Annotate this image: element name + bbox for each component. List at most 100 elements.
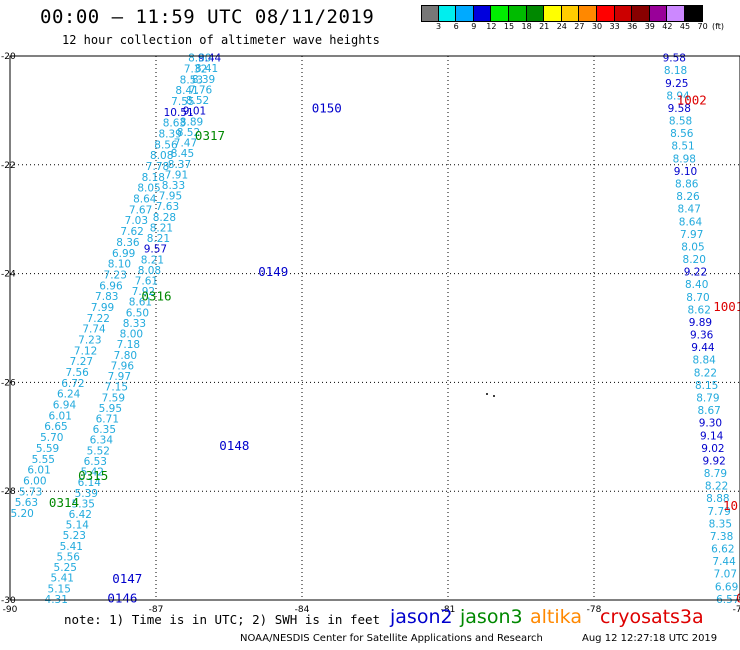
- x-tick-label: -78: [587, 605, 602, 615]
- x-tick-label: -75: [733, 605, 740, 615]
- wave-height-value: 7.38: [710, 531, 733, 543]
- wave-height-value: 8.39: [192, 74, 215, 86]
- wave-height-value: 8.45: [171, 148, 194, 160]
- wave-height-value: 7.23: [104, 269, 127, 281]
- wave-height-value: 9.58: [668, 103, 691, 115]
- wave-height-value: 7.15: [105, 382, 128, 394]
- wave-height-value: 9.58: [663, 53, 686, 65]
- legend-label: 12: [486, 22, 497, 31]
- wave-height-value: 8.52: [186, 95, 209, 107]
- cycle-label: 0316: [141, 288, 171, 303]
- cycle-label: 10: [723, 498, 738, 513]
- wave-height-value: 7.03: [125, 215, 148, 227]
- cycle-label: 0148: [219, 438, 249, 453]
- wave-height-value: 7.18: [117, 339, 140, 351]
- wave-height-value: 8.94: [666, 90, 690, 102]
- page-subtitle: 12 hour collection of altimeter wave hei…: [62, 33, 380, 47]
- cycle-labels: 0150 0317 0149 0316 0148 0315 0314 0147 0146 1002…: [49, 93, 740, 606]
- x-tick-label: -81: [441, 605, 456, 615]
- satellite-label-jason2: jason2: [390, 606, 453, 628]
- wave-height-value: 7.59: [102, 392, 125, 404]
- legend-label: 70: [697, 22, 708, 31]
- wave-height-value: 8.63: [163, 118, 186, 130]
- wave-height-value: 5.95: [99, 403, 122, 415]
- y-tick-label: -30: [1, 596, 16, 606]
- wave-height-value: 8.36: [116, 237, 140, 249]
- wave-height-value: 7.23: [78, 335, 101, 347]
- wave-height-value: 7.74: [82, 324, 106, 336]
- map-frame: [9, 55, 740, 601]
- satellite-label-jason3: jason3: [460, 606, 523, 628]
- legend-label: 39: [644, 22, 655, 31]
- wave-height-value: 8.15: [695, 380, 718, 392]
- wave-height-value: 8.53: [180, 74, 203, 86]
- wave-height-value: 8.08: [138, 265, 161, 277]
- wave-height-value: 7.61: [135, 276, 158, 288]
- legend-swatch: [632, 6, 650, 21]
- wave-height-value: 6.71: [96, 413, 119, 425]
- wave-height-value: 8.56: [154, 139, 178, 151]
- wave-height-value: 8.20: [683, 254, 706, 266]
- wave-height-value: 5.15: [48, 583, 71, 595]
- color-legend: [421, 5, 703, 22]
- legend-swatch: [684, 6, 703, 21]
- legend-swatch: [667, 6, 685, 21]
- wave-height-value: 8.64: [133, 194, 157, 206]
- wave-height-value: 8.05: [681, 241, 704, 253]
- wave-height-value: 6.42: [69, 509, 92, 521]
- wave-height-value: 5.23: [63, 530, 86, 542]
- wave-height-value: 5.56: [57, 551, 81, 563]
- wave-height-value: 7.44: [712, 556, 736, 568]
- cycle-label: 0314: [49, 495, 79, 510]
- wave-height-value: 8.52: [177, 127, 200, 139]
- wave-height-value: 8.10: [108, 259, 131, 271]
- wave-height-value: 8.88: [706, 493, 729, 505]
- wave-height-value: 8.89: [180, 116, 203, 128]
- wave-height-value: 8.64: [679, 216, 703, 228]
- x-tick-label: -87: [149, 605, 164, 615]
- legend-label: 27: [574, 22, 585, 31]
- x-tick-label: -84: [295, 605, 310, 615]
- wave-height-value: 6.34: [90, 435, 114, 447]
- legend-label: 9: [471, 22, 477, 31]
- wave-height-value: 8.33: [162, 180, 185, 192]
- wave-height-value: 9.92: [702, 455, 725, 467]
- wave-height-value: 7.78: [146, 161, 169, 173]
- cycle-label: 0315: [78, 468, 108, 483]
- wave-height-value: 6.53: [84, 456, 107, 468]
- wave-height-value: 7.97: [680, 229, 703, 241]
- wave-height-value: 5.41: [60, 541, 83, 553]
- page-title: 00:00 – 11:59 UTC 08/11/2019: [40, 6, 375, 28]
- legend-label: 42: [662, 22, 673, 31]
- legend-label: 6: [453, 22, 459, 31]
- satellite-label-s3a: s3a: [670, 606, 704, 628]
- wave-height-value: 5.63: [15, 497, 38, 509]
- wave-height-value: 8.84: [692, 355, 716, 367]
- wave-height-value: 6.24: [57, 389, 81, 401]
- legend-swatch: [579, 6, 597, 21]
- wave-height-value: 7.95: [159, 191, 182, 203]
- y-tick-label: -20: [1, 52, 16, 62]
- wave-height-value: 8.80: [188, 53, 211, 65]
- axis-ticks: -90 -87 -84 -81 -78 -75 -20 -22 -24 -26 -28 -30: [1, 52, 740, 615]
- wave-height-value: 8.00: [120, 329, 143, 341]
- wave-height-value: 7.80: [114, 350, 137, 362]
- wave-height-value: 7.27: [70, 356, 93, 368]
- wave-height-value: 7.62: [120, 226, 143, 238]
- wave-height-value: 7.12: [74, 345, 97, 357]
- wave-height-value: 9.25: [665, 78, 688, 90]
- cycle-label: 0147: [112, 571, 142, 586]
- wave-height-value: 9.36: [690, 330, 714, 342]
- legend-label: 36: [627, 22, 638, 31]
- wave-height-value: 8.41: [195, 63, 218, 75]
- wave-height-value: 7.56: [65, 367, 89, 379]
- wave-height-value: 6.62: [711, 544, 734, 556]
- wave-height-value: 7.97: [108, 371, 131, 383]
- wave-height-value: 5.55: [32, 454, 55, 466]
- wave-height-value: 5.41: [51, 573, 74, 585]
- legend-label: 21: [539, 22, 550, 31]
- wave-height-value: 5.25: [54, 562, 77, 574]
- satellite-tracks: 4.315.155.415.255.565.415.235.146.425.35…: [10, 53, 739, 606]
